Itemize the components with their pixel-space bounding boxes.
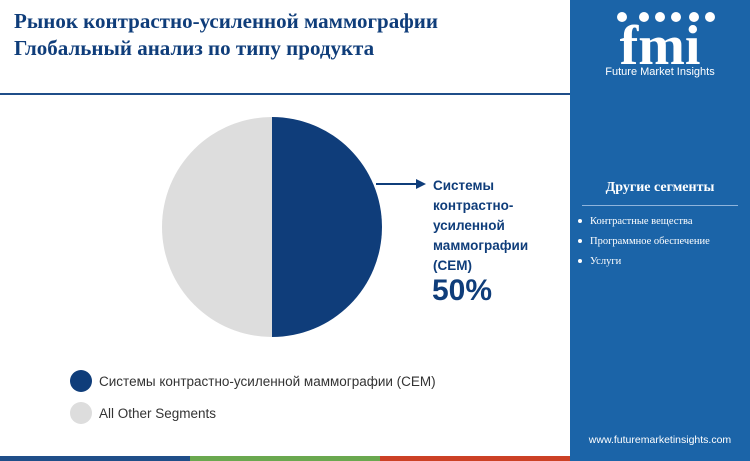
- title-divider: [0, 93, 570, 95]
- pie-chart: [162, 117, 426, 337]
- legend-swatch-other: [70, 402, 92, 424]
- other-segment-item: Услуги: [578, 252, 710, 272]
- callout-arrow-head: [416, 179, 426, 189]
- other-segments-list: Контрастные вещества Программное обеспеч…: [578, 212, 710, 272]
- side-panel: fmi Future Market Insights Другие сегмен…: [570, 0, 750, 461]
- legend-label-cem: Системы контрастно-усиленной маммографии…: [99, 373, 436, 389]
- other-segment-item: Контрастные вещества: [578, 212, 710, 232]
- callout-value: 50%: [432, 274, 493, 307]
- pie-slice-other: [162, 117, 272, 337]
- legend-item-cem: Системы контрастно-усиленной маммографии…: [70, 366, 436, 396]
- other-segment-item: Программное обеспечение: [578, 232, 710, 252]
- bullet-icon: [578, 218, 582, 223]
- fmi-logo: fmi: [617, 12, 715, 70]
- title-line-1: Рынок контрастно-усиленной маммографии: [14, 9, 438, 33]
- callout-label: Системы контрастно-усиленной маммографии…: [433, 178, 529, 273]
- bottom-bar-red: [380, 456, 570, 461]
- legend-swatch-cem: [70, 370, 92, 392]
- bullet-icon: [578, 258, 582, 263]
- chart-legend: Системы контрастно-усиленной маммографии…: [70, 366, 436, 430]
- pie-slices: [162, 117, 382, 337]
- legend-item-other: All Other Segments: [70, 398, 436, 428]
- other-segment-label: Контрастные вещества: [590, 216, 693, 227]
- other-segment-label: Услуги: [590, 256, 622, 267]
- pie-slice-cem: [272, 117, 382, 337]
- other-segment-label: Программное обеспечение: [590, 236, 710, 247]
- other-segments-title: Другие сегменты: [605, 180, 715, 195]
- legend-label-other: All Other Segments: [99, 405, 217, 421]
- other-segments-divider: [582, 205, 738, 206]
- bottom-bar-green: [190, 456, 380, 461]
- logo-wordmark: fmi: [620, 15, 701, 70]
- website-link[interactable]: www.futuremarketinsights.com: [588, 434, 732, 446]
- chart-title: Рынок контрастно-усиленной маммографии Г…: [14, 8, 574, 62]
- logo-tagline: Future Market Insights: [605, 66, 715, 78]
- callout-arrow: [376, 179, 426, 189]
- bullet-icon: [578, 238, 582, 243]
- title-line-2: Глобальный анализ по типу продукта: [14, 36, 375, 60]
- bottom-color-bar: [0, 456, 570, 461]
- bottom-bar-blue: [0, 456, 190, 461]
